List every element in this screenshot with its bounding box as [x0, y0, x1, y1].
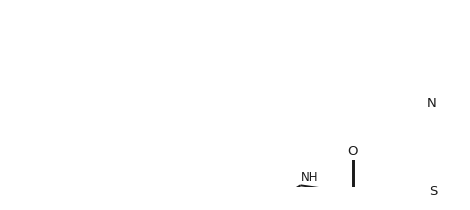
Text: O: O [348, 145, 358, 158]
Text: N: N [427, 97, 437, 110]
Text: S: S [430, 185, 438, 198]
Text: NH: NH [301, 171, 319, 184]
